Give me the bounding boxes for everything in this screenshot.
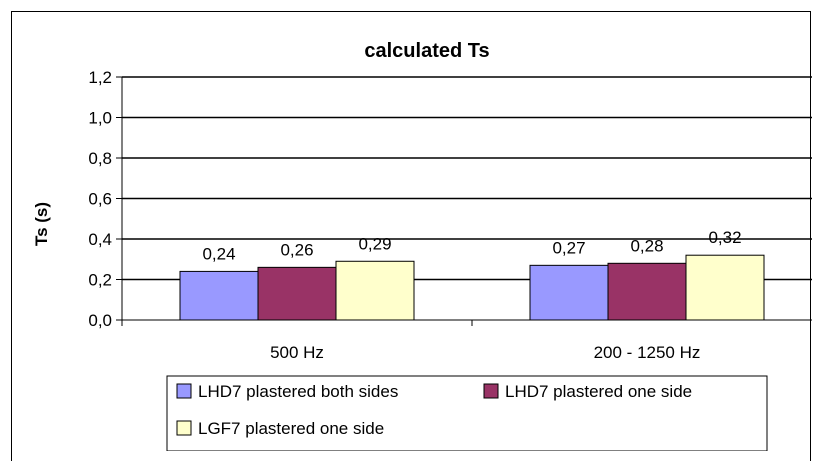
y-tick-label: 0,6 [88,190,112,209]
legend-swatch [483,383,499,399]
y-tick-label: 0,8 [88,149,112,168]
axes: 0,0 0,2 0,4 0,6 0,8 1,0 1,2 500 Hz 200 - 1250 Hz [88,68,812,362]
y-tick-label: 0,0 [88,311,112,330]
bar [257,266,337,321]
legend-swatch [176,420,192,436]
legend-box [166,375,768,451]
data-label: 0,27 [552,238,585,257]
legend-label: LHD7 plastered both sides [198,382,398,401]
data-label: 0,32 [708,228,741,247]
x-tick-label: 500 Hz [270,343,324,362]
y-tick-label: 0,2 [88,271,112,290]
y-tick-label: 1,2 [88,68,112,87]
bar [335,260,415,321]
bar [179,270,259,321]
legend-label: LHD7 plastered one side [505,382,692,401]
bar [607,262,687,321]
bars: 0,24 0,26 0,29 0,27 0,28 0,32 [179,228,765,321]
legend-swatch [176,383,192,399]
bar [529,264,609,321]
x-tick-label: 200 - 1250 Hz [594,343,701,362]
data-label: 0,24 [202,244,235,263]
data-label: 0,26 [280,240,313,259]
data-label: 0,29 [358,234,391,253]
y-tick-label: 0,4 [88,230,112,249]
legend-label: LGF7 plastered one side [198,419,384,438]
bar [685,254,765,321]
legend: LHD7 plastered both sides LHD7 plastered … [166,375,768,451]
bar-chart: calculated Ts Ts (s) 0,24 0,26 0,29 0,27 0,2… [32,40,812,451]
chart-frame: calculated Ts Ts (s) 0,24 0,26 0,29 0,27 0,2… [11,11,812,461]
chart-title: calculated Ts [364,40,489,62]
data-label: 0,28 [630,236,663,255]
y-tick-label: 1,0 [88,109,112,128]
y-axis-label: Ts (s) [32,202,51,246]
